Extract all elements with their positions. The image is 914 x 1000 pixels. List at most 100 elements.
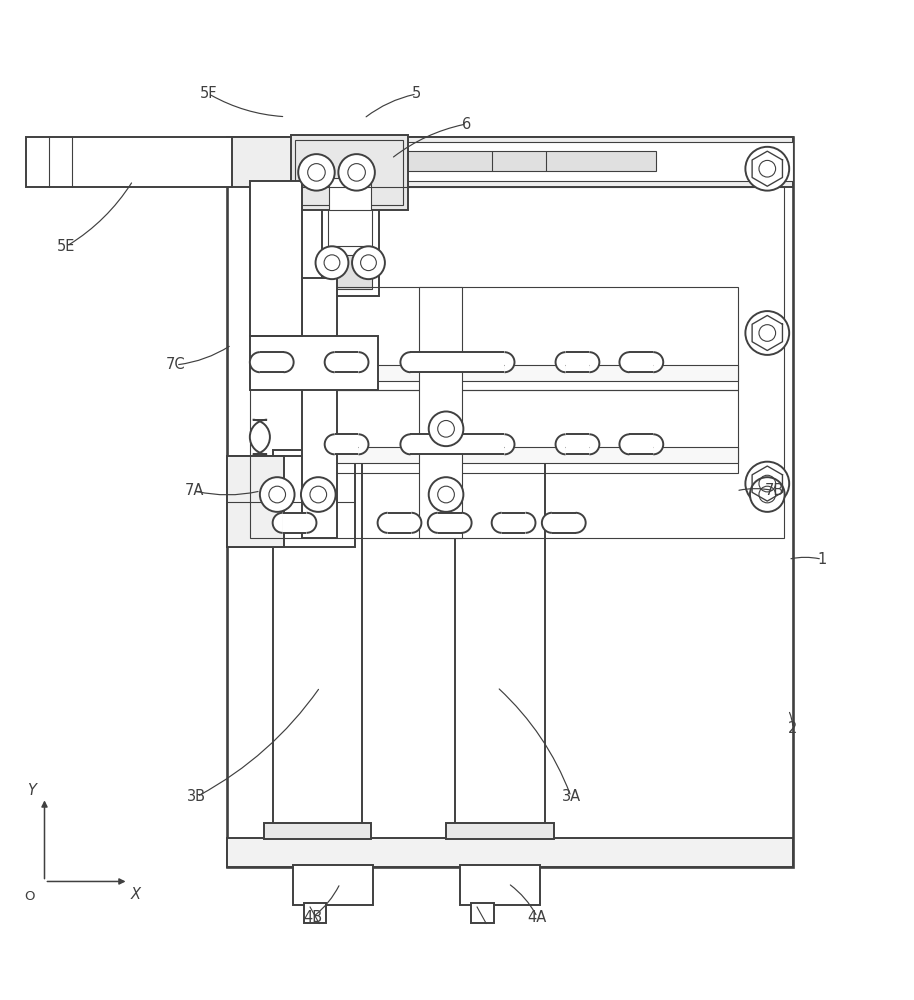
Circle shape: [301, 477, 335, 512]
Text: 1: 1: [817, 552, 826, 567]
Bar: [292, 865, 373, 905]
Text: 5E: 5E: [58, 239, 76, 254]
Wedge shape: [556, 352, 566, 372]
Bar: [250, 187, 783, 538]
Wedge shape: [250, 420, 267, 454]
Wedge shape: [411, 513, 421, 533]
Bar: [566, 352, 590, 372]
Circle shape: [746, 147, 789, 191]
Bar: [260, 352, 283, 372]
Bar: [328, 190, 372, 246]
Bar: [333, 173, 367, 187]
Circle shape: [315, 246, 348, 279]
Circle shape: [352, 246, 385, 279]
Text: 3B: 3B: [187, 789, 207, 804]
Circle shape: [746, 462, 789, 505]
Text: 5F: 5F: [200, 86, 218, 101]
Bar: [227, 137, 792, 867]
Wedge shape: [250, 352, 260, 372]
Bar: [263, 823, 371, 839]
Wedge shape: [590, 352, 600, 372]
Bar: [419, 287, 462, 538]
Wedge shape: [654, 434, 664, 454]
Wedge shape: [492, 513, 502, 533]
Text: X: X: [131, 887, 141, 902]
Wedge shape: [400, 434, 410, 454]
Bar: [323, 365, 739, 381]
Bar: [323, 447, 739, 463]
Wedge shape: [400, 352, 410, 372]
Bar: [552, 513, 576, 533]
Bar: [335, 352, 358, 372]
Bar: [328, 255, 372, 289]
Wedge shape: [358, 434, 368, 454]
Bar: [410, 434, 505, 454]
Bar: [282, 513, 306, 533]
Bar: [302, 278, 336, 538]
Bar: [335, 434, 358, 454]
Wedge shape: [324, 434, 335, 454]
Wedge shape: [620, 352, 630, 372]
Text: 5: 5: [412, 86, 421, 101]
Text: 7A: 7A: [185, 483, 204, 498]
Bar: [329, 178, 371, 210]
Bar: [303, 903, 326, 923]
Bar: [460, 865, 540, 905]
Wedge shape: [576, 513, 586, 533]
Wedge shape: [324, 352, 335, 372]
Wedge shape: [505, 352, 515, 372]
Circle shape: [429, 411, 463, 446]
Text: 7C: 7C: [166, 357, 186, 372]
Bar: [227, 456, 283, 547]
Wedge shape: [462, 513, 472, 533]
Bar: [252, 420, 267, 454]
Wedge shape: [556, 434, 566, 454]
Bar: [322, 178, 378, 296]
Bar: [250, 181, 302, 336]
Bar: [630, 352, 654, 372]
Wedge shape: [654, 352, 664, 372]
Bar: [323, 390, 739, 473]
Bar: [250, 336, 377, 390]
Wedge shape: [306, 513, 316, 533]
Text: 6: 6: [462, 117, 471, 132]
Text: O: O: [25, 890, 35, 903]
Wedge shape: [358, 352, 368, 372]
Wedge shape: [620, 434, 630, 454]
Circle shape: [746, 311, 789, 355]
Bar: [630, 434, 654, 454]
Bar: [471, 903, 494, 923]
Circle shape: [260, 477, 294, 512]
Bar: [438, 513, 462, 533]
Wedge shape: [252, 420, 270, 454]
Circle shape: [298, 154, 335, 191]
Wedge shape: [283, 352, 293, 372]
Text: Y: Y: [27, 783, 37, 798]
Bar: [502, 513, 526, 533]
Bar: [345, 151, 656, 171]
Bar: [272, 450, 362, 838]
Bar: [410, 352, 505, 372]
Bar: [227, 456, 355, 547]
Bar: [566, 434, 590, 454]
Bar: [27, 137, 231, 187]
Wedge shape: [590, 434, 600, 454]
Bar: [227, 838, 792, 867]
Wedge shape: [542, 513, 552, 533]
Wedge shape: [505, 434, 515, 454]
Wedge shape: [377, 513, 388, 533]
Text: 4B: 4B: [303, 910, 323, 925]
Bar: [295, 140, 403, 205]
Bar: [227, 137, 792, 187]
Bar: [446, 823, 554, 839]
Circle shape: [429, 477, 463, 512]
Bar: [323, 287, 739, 390]
Text: 2: 2: [788, 721, 798, 736]
Wedge shape: [428, 513, 438, 533]
Wedge shape: [272, 513, 282, 533]
Circle shape: [750, 477, 784, 512]
Circle shape: [338, 154, 375, 191]
Text: 3A: 3A: [561, 789, 580, 804]
Text: 7B: 7B: [765, 483, 784, 498]
Wedge shape: [526, 513, 536, 533]
